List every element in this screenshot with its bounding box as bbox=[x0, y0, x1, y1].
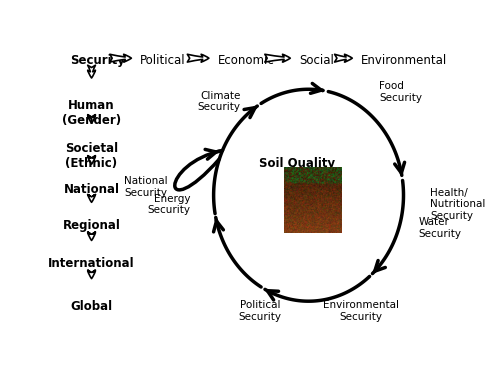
Text: Human
(Gender): Human (Gender) bbox=[62, 99, 121, 127]
Text: International: International bbox=[48, 257, 135, 270]
Text: Climate
Security: Climate Security bbox=[198, 91, 240, 112]
Text: Food
Security: Food Security bbox=[380, 81, 422, 103]
Text: Social: Social bbox=[299, 54, 334, 67]
Text: Political: Political bbox=[140, 54, 186, 67]
Text: Health/
Nutritional
Security: Health/ Nutritional Security bbox=[430, 188, 486, 221]
Text: Energy
Security: Energy Security bbox=[148, 194, 190, 215]
Text: Political
Security: Political Security bbox=[238, 300, 282, 322]
Text: Societal
(Ethnic): Societal (Ethnic) bbox=[65, 142, 118, 170]
Text: Security: Security bbox=[70, 54, 125, 67]
Text: Environmental: Environmental bbox=[361, 54, 447, 67]
Text: National: National bbox=[64, 182, 120, 196]
Text: Environmental
Security: Environmental Security bbox=[323, 300, 399, 322]
Text: Global: Global bbox=[70, 300, 112, 313]
Text: Regional: Regional bbox=[62, 219, 120, 232]
Text: Water
Security: Water Security bbox=[418, 217, 461, 239]
Text: National
Security: National Security bbox=[124, 176, 168, 197]
Text: Economic: Economic bbox=[218, 54, 274, 67]
Text: Soil Quality: Soil Quality bbox=[259, 157, 335, 170]
